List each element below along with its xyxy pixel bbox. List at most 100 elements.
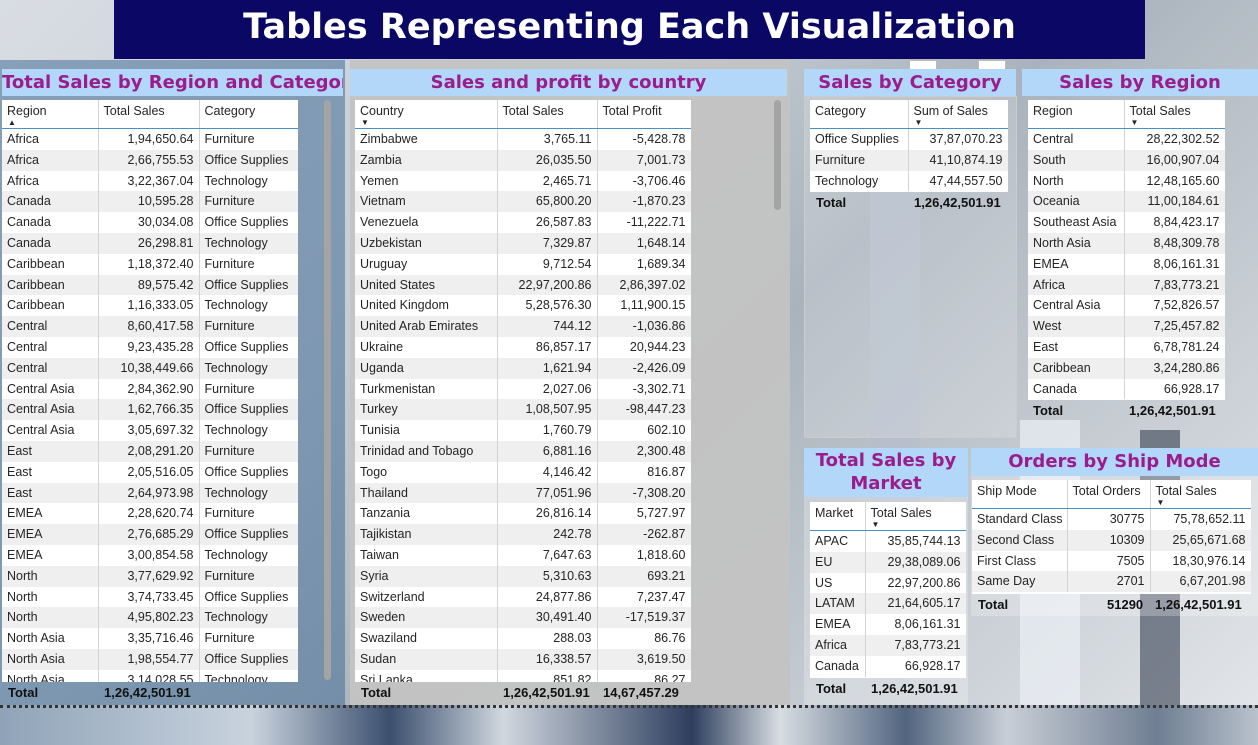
column-header-total-profit[interactable]: Total Profit — [597, 100, 691, 129]
table-row[interactable]: Uruguay 9,712.54 1,689.34 — [355, 253, 691, 275]
region-category-table[interactable]: Region ▲ Total Sales Category Africa 1,94,… — [2, 100, 298, 682]
table-row[interactable]: Central 10,38,449.66 Technology — [2, 357, 298, 379]
column-header-market[interactable]: Market — [810, 502, 866, 531]
table-row[interactable]: South 16,00,907.04 — [1028, 149, 1225, 171]
table-row[interactable]: Uganda 1,621.94 -2,426.09 — [355, 357, 691, 379]
column-header-ship-mode[interactable]: Ship Mode — [972, 480, 1068, 509]
table-row[interactable]: Canada 66,928.17 — [1028, 378, 1225, 400]
table-row[interactable]: East 2,64,973.98 Technology — [2, 482, 298, 504]
table-row[interactable]: EMEA 8,06,161.31 — [810, 614, 966, 635]
table-row[interactable]: Tanzania 26,816.14 5,727.97 — [355, 503, 691, 525]
table-row[interactable]: EMEA 3,00,854.58 Technology — [2, 544, 298, 566]
table-row[interactable]: Furniture 41,10,874.19 — [810, 149, 1008, 171]
sort-descending-icon[interactable]: ▼ — [361, 118, 369, 127]
column-header-total-sales[interactable]: Total Sales ▼ — [865, 502, 966, 531]
table-row[interactable]: West 7,25,457.82 — [1028, 316, 1225, 337]
table-row[interactable]: Turkmenistan 2,027.06 -3,302.71 — [355, 378, 691, 400]
table-row[interactable]: LATAM 21,64,605.17 — [810, 593, 966, 615]
table-row[interactable]: Technology 47,44,557.50 — [810, 170, 1008, 192]
table-row[interactable]: Canada 30,034.08 Office Supplies — [2, 212, 298, 233]
table-row[interactable]: Standard Class 30775 75,78,652.11 — [972, 508, 1251, 530]
region-table[interactable]: Region Total Sales ▼ Central 28,22,302.52 S… — [1028, 100, 1225, 400]
column-header-country[interactable]: Country ▼ — [355, 100, 498, 129]
table-row[interactable]: Uzbekistan 7,329.87 1,648.14 — [355, 232, 691, 254]
table-row[interactable]: Second Class 10309 25,65,671.68 — [972, 529, 1251, 551]
table-row[interactable]: Africa 1,94,650.64 Furniture — [2, 128, 298, 150]
table-row[interactable]: EMEA 2,28,620.74 Furniture — [2, 503, 298, 525]
table-row[interactable]: Caribbean 1,18,372.40 Furniture — [2, 253, 298, 275]
market-table[interactable]: Market Total Sales ▼ APAC 35,85,744.13 EU 29… — [810, 502, 966, 678]
table-row[interactable]: North Asia 3,14,028.55 Technology — [2, 669, 298, 682]
table-row[interactable]: East 6,78,781.24 — [1028, 336, 1225, 358]
country-scrollbar[interactable] — [774, 100, 781, 210]
table-row[interactable]: Caribbean 3,24,280.86 — [1028, 357, 1225, 379]
table-row[interactable]: Africa 3,22,367.04 Technology — [2, 170, 298, 192]
table-row[interactable]: Central 8,60,417.58 Furniture — [2, 316, 298, 337]
table-row[interactable]: East 2,05,516.05 Office Supplies — [2, 461, 298, 483]
table-row[interactable]: Oceania 11,00,184.61 — [1028, 191, 1225, 213]
sort-descending-icon[interactable]: ▼ — [1130, 118, 1139, 127]
table-row[interactable]: Central Asia 1,62,766.35 Office Supplies — [2, 399, 298, 421]
table-row[interactable]: Tunisia 1,760.79 602.10 — [355, 420, 691, 441]
table-row[interactable]: APAC 35,85,744.13 — [810, 530, 966, 552]
sort-ascending-icon[interactable]: ▲ — [8, 118, 16, 127]
table-row[interactable]: Central 28,22,302.52 — [1028, 128, 1225, 150]
table-row[interactable]: Canada 66,928.17 — [810, 655, 966, 677]
column-header-total-sales[interactable]: Total Sales ▼ — [1124, 100, 1225, 129]
table-row[interactable]: Trinidad and Tobago 6,881.16 2,300.48 — [355, 440, 691, 462]
column-header-sum-of-sales[interactable]: Sum of Sales ▼ — [908, 100, 1008, 129]
table-row[interactable]: Swaziland 288.03 86.76 — [355, 628, 691, 649]
table-row[interactable]: United Kingdom 5,28,576.30 1,11,900.15 — [355, 295, 691, 317]
table-row[interactable]: Africa 7,83,773.21 — [1028, 274, 1225, 296]
column-header-category[interactable]: Category — [810, 100, 909, 129]
region-category-scrollbar[interactable] — [324, 100, 331, 680]
table-row[interactable]: Zambia 26,035.50 7,001.73 — [355, 149, 691, 171]
table-row[interactable]: United States 22,97,200.86 2,86,397.02 — [355, 274, 691, 296]
category-table[interactable]: Category Sum of Sales ▼ Office Supplies 37… — [810, 100, 1008, 192]
table-row[interactable]: Central Asia 3,05,697.32 Technology — [2, 420, 298, 441]
table-row[interactable]: Venezuela 26,587.83 -11,222.71 — [355, 212, 691, 233]
table-row[interactable]: Central Asia 2,84,362.90 Furniture — [2, 378, 298, 400]
table-row[interactable]: East 2,08,291.20 Furniture — [2, 440, 298, 462]
column-header-category[interactable]: Category — [199, 100, 298, 129]
table-row[interactable]: Vietnam 65,800.20 -1,870.23 — [355, 191, 691, 213]
column-header-total-sales[interactable]: Total Sales — [497, 100, 598, 129]
table-row[interactable]: North 4,95,802.23 Technology — [2, 607, 298, 629]
table-row[interactable]: Turkey 1,08,507.95 -98,447.23 — [355, 399, 691, 421]
table-row[interactable]: Central 9,23,435.28 Office Supplies — [2, 336, 298, 358]
table-row[interactable]: Africa 2,66,755.53 Office Supplies — [2, 149, 298, 171]
column-header-total-orders[interactable]: Total Orders — [1067, 480, 1151, 509]
table-row[interactable]: Canada 10,595.28 Furniture — [2, 191, 298, 213]
table-row[interactable]: United Arab Emirates 744.12 -1,036.86 — [355, 316, 691, 337]
table-row[interactable]: First Class 7505 18,30,976.14 — [972, 550, 1251, 572]
table-row[interactable]: US 22,97,200.86 — [810, 572, 966, 594]
table-row[interactable]: Africa 7,83,773.21 — [810, 634, 966, 656]
table-row[interactable]: Syria 5,310.63 693.21 — [355, 565, 691, 587]
table-row[interactable]: Caribbean 89,575.42 Office Supplies — [2, 274, 298, 296]
table-row[interactable]: Southeast Asia 8,84,423.17 — [1028, 212, 1225, 233]
column-header-region[interactable]: Region ▲ — [2, 100, 99, 129]
table-row[interactable]: North Asia 3,35,716.46 Furniture — [2, 628, 298, 649]
table-row[interactable]: North 3,74,733.45 Office Supplies — [2, 586, 298, 608]
table-row[interactable]: North 3,77,629.92 Furniture — [2, 565, 298, 587]
sort-descending-icon[interactable]: ▼ — [1156, 498, 1165, 507]
table-row[interactable]: Ukraine 86,857.17 20,944.23 — [355, 336, 691, 358]
table-row[interactable]: Office Supplies 37,87,070.23 — [810, 128, 1008, 150]
table-row[interactable]: North 12,48,165.60 — [1028, 170, 1225, 192]
table-row[interactable]: Tajikistan 242.78 -262.87 — [355, 524, 691, 545]
table-row[interactable]: EU 29,38,089.06 — [810, 551, 966, 573]
column-header-total-sales[interactable]: Total Sales ▼ — [1150, 480, 1251, 509]
table-row[interactable]: Thailand 77,051.96 -7,308.20 — [355, 482, 691, 504]
table-row[interactable]: Central Asia 7,52,826.57 — [1028, 295, 1225, 317]
table-row[interactable]: EMEA 2,76,685.29 Office Supplies — [2, 524, 298, 545]
column-header-region[interactable]: Region — [1028, 100, 1125, 129]
country-table[interactable]: Country ▼ Total Sales Total Profit Zimbab… — [355, 100, 691, 682]
table-row[interactable]: Caribbean 1,16,333.05 Technology — [2, 295, 298, 317]
table-row[interactable]: North Asia 1,98,554.77 Office Supplies — [2, 648, 298, 670]
ship-mode-table[interactable]: Ship Mode Total Orders Total Sales ▼ Stan… — [972, 480, 1251, 594]
table-row[interactable]: Sri Lanka 851.82 86.27 — [355, 669, 691, 682]
table-row[interactable]: Same Day 2701 6,67,201.98 — [972, 571, 1251, 593]
table-row[interactable]: Taiwan 7,647.63 1,818.60 — [355, 544, 691, 566]
sort-descending-icon[interactable]: ▼ — [914, 118, 923, 127]
table-row[interactable]: EMEA 8,06,161.31 — [1028, 253, 1225, 275]
